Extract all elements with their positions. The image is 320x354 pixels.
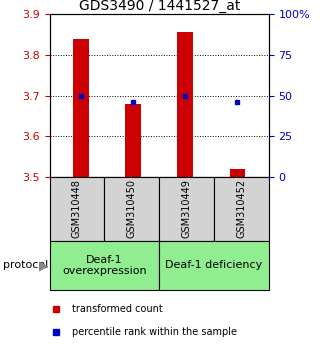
Text: GSM310449: GSM310449 bbox=[182, 179, 192, 238]
Text: percentile rank within the sample: percentile rank within the sample bbox=[72, 327, 236, 337]
Text: ▶: ▶ bbox=[39, 259, 49, 272]
Bar bbox=[50, 177, 104, 241]
Text: Deaf-1 deficiency: Deaf-1 deficiency bbox=[165, 261, 263, 270]
Bar bbox=[159, 241, 269, 290]
Text: GSM310450: GSM310450 bbox=[127, 179, 137, 238]
Bar bbox=[230, 169, 245, 177]
Title: GDS3490 / 1441527_at: GDS3490 / 1441527_at bbox=[78, 0, 240, 13]
Bar bbox=[125, 104, 141, 177]
Text: GSM310452: GSM310452 bbox=[236, 179, 246, 239]
Text: GSM310448: GSM310448 bbox=[72, 179, 82, 238]
Bar bbox=[178, 33, 193, 177]
Bar bbox=[50, 241, 159, 290]
Bar bbox=[73, 39, 89, 177]
Bar bbox=[214, 177, 269, 241]
Bar bbox=[159, 177, 214, 241]
Text: transformed count: transformed count bbox=[72, 304, 162, 314]
Text: protocol: protocol bbox=[3, 261, 48, 270]
Text: Deaf-1
overexpression: Deaf-1 overexpression bbox=[62, 255, 147, 276]
Bar bbox=[104, 177, 159, 241]
